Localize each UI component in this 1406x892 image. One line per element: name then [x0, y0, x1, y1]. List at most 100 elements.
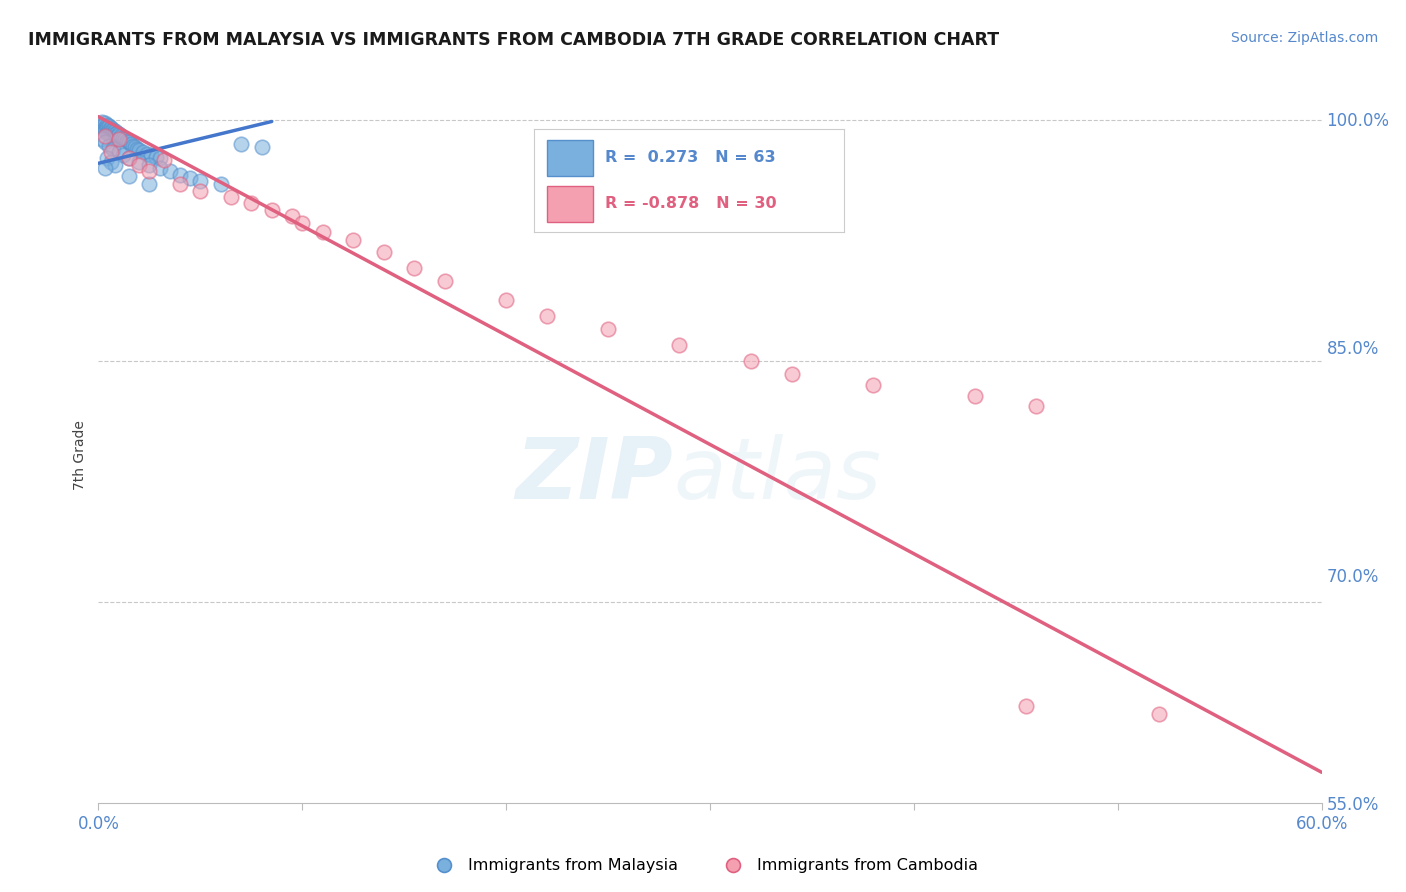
Point — [100, 120, 122, 135]
Point — [260, 202, 283, 217]
Point — [100, 154, 122, 169]
Point — [281, 209, 304, 223]
Text: ZIP: ZIP — [516, 434, 673, 517]
Point — [219, 190, 242, 204]
Text: Source: ZipAtlas.com: Source: ZipAtlas.com — [1230, 31, 1378, 45]
Point — [101, 130, 124, 145]
Point — [169, 168, 191, 182]
Point — [118, 152, 141, 166]
Point — [108, 128, 131, 142]
Text: R = -0.878   N = 30: R = -0.878 N = 30 — [606, 196, 778, 211]
Point — [740, 354, 762, 368]
Point — [132, 145, 155, 159]
Legend: Immigrants from Malaysia, Immigrants from Cambodia: Immigrants from Malaysia, Immigrants fro… — [422, 852, 984, 880]
Point — [373, 244, 395, 259]
Point — [105, 126, 128, 140]
Point — [101, 122, 124, 136]
Point — [188, 174, 212, 188]
Point — [404, 260, 426, 275]
Point — [108, 132, 131, 146]
Point — [93, 161, 115, 175]
Point — [108, 132, 131, 146]
Bar — [547, 186, 593, 221]
Point — [100, 145, 122, 159]
Point — [97, 122, 120, 136]
Point — [104, 128, 127, 142]
Point — [152, 153, 174, 167]
Point — [342, 234, 364, 248]
Point — [179, 170, 201, 185]
Point — [138, 177, 160, 191]
Point — [91, 114, 114, 128]
Point — [104, 132, 127, 146]
Point — [91, 120, 114, 134]
Point — [128, 154, 150, 169]
Text: R =  0.273   N = 63: R = 0.273 N = 63 — [606, 150, 776, 165]
Point — [240, 196, 263, 211]
Point — [128, 144, 150, 158]
Point — [97, 128, 120, 142]
Point — [93, 128, 115, 143]
Point — [97, 138, 120, 153]
Point — [105, 128, 128, 143]
Point — [141, 148, 163, 162]
Point — [96, 152, 118, 166]
Point — [495, 293, 517, 307]
Point — [104, 158, 127, 172]
Point — [169, 177, 191, 191]
Bar — [547, 139, 593, 176]
Point — [111, 148, 134, 162]
Point — [668, 338, 690, 352]
Point — [101, 142, 124, 156]
Text: IMMIGRANTS FROM MALAYSIA VS IMMIGRANTS FROM CAMBODIA 7TH GRADE CORRELATION CHART: IMMIGRANTS FROM MALAYSIA VS IMMIGRANTS F… — [28, 31, 1000, 49]
Point — [188, 184, 212, 198]
Point — [108, 145, 131, 159]
Point — [115, 134, 138, 148]
Point — [598, 322, 620, 336]
Point — [128, 158, 150, 172]
Point — [138, 158, 160, 172]
Point — [104, 124, 127, 138]
Point — [100, 128, 122, 143]
Point — [291, 216, 314, 230]
Point — [536, 309, 558, 323]
Point — [118, 136, 141, 150]
Point — [127, 142, 149, 156]
Point — [114, 132, 136, 146]
Point — [862, 378, 884, 392]
Point — [100, 124, 122, 138]
Point — [138, 164, 160, 178]
Point — [91, 132, 114, 146]
Point — [110, 128, 132, 143]
Point — [118, 169, 141, 183]
Point — [124, 140, 146, 154]
Point — [145, 150, 167, 164]
Point — [231, 136, 253, 151]
Point — [96, 126, 118, 140]
Point — [136, 146, 159, 161]
Point — [780, 367, 803, 381]
Point — [93, 120, 115, 135]
Point — [1015, 699, 1038, 714]
Point — [93, 116, 115, 130]
Point — [120, 136, 142, 151]
Point — [149, 161, 172, 175]
Point — [434, 274, 457, 288]
Point — [312, 226, 335, 240]
Point — [965, 389, 987, 403]
Point — [93, 136, 115, 150]
Point — [97, 120, 120, 134]
Point — [118, 152, 141, 166]
Point — [111, 130, 134, 145]
Y-axis label: 7th Grade: 7th Grade — [73, 420, 87, 490]
Point — [149, 152, 172, 166]
Point — [209, 177, 232, 191]
Point — [159, 164, 181, 178]
Point — [96, 120, 118, 135]
Point — [96, 118, 118, 132]
Text: atlas: atlas — [673, 434, 882, 517]
Point — [122, 138, 145, 153]
Point — [101, 126, 124, 140]
Point — [1147, 707, 1170, 722]
Point — [1025, 399, 1047, 413]
